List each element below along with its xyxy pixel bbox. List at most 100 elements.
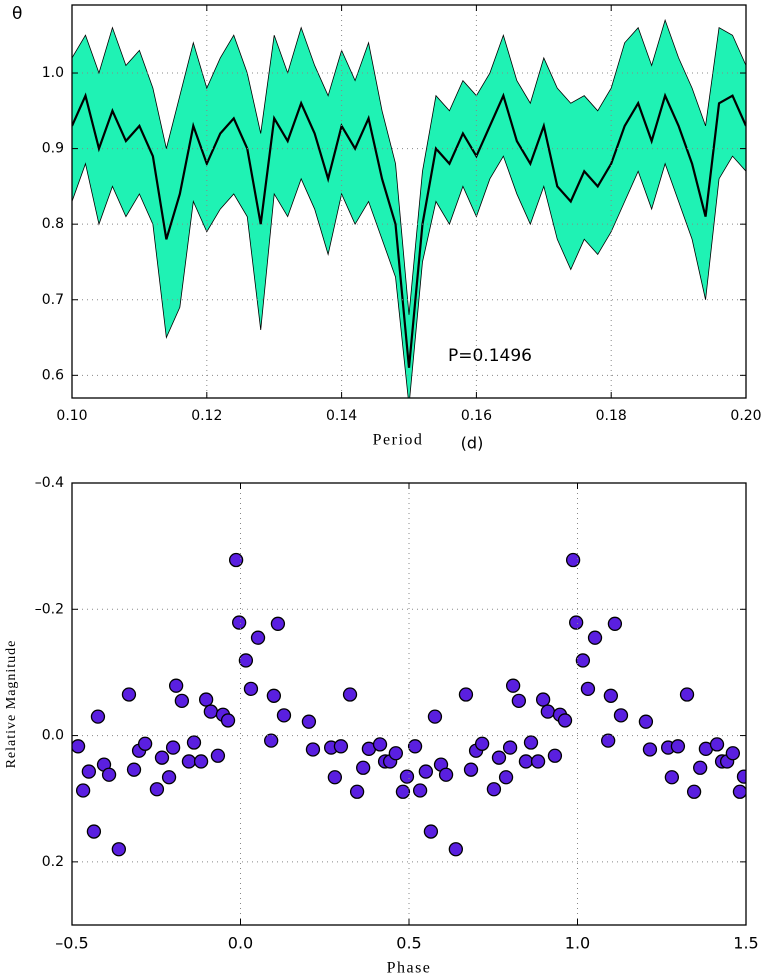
x-tick-label: 0.12 bbox=[191, 408, 222, 424]
point bbox=[423, 824, 439, 839]
point bbox=[232, 615, 247, 630]
point bbox=[372, 737, 388, 752]
point bbox=[174, 693, 190, 708]
point bbox=[547, 748, 563, 763]
point bbox=[412, 783, 428, 798]
x-tick-label: 0.16 bbox=[461, 408, 492, 424]
point bbox=[642, 742, 658, 757]
band bbox=[72, 18, 746, 398]
point bbox=[186, 735, 202, 750]
point bbox=[101, 767, 117, 782]
point bbox=[540, 704, 555, 719]
point bbox=[243, 681, 259, 696]
y-tick-label: –0.2 bbox=[35, 601, 64, 617]
x-tick-label: –0.5 bbox=[55, 934, 88, 953]
point bbox=[732, 784, 746, 799]
point bbox=[511, 693, 527, 708]
point bbox=[137, 736, 153, 751]
point bbox=[126, 762, 142, 777]
point bbox=[149, 782, 165, 797]
y-tick-label: 0.8 bbox=[42, 216, 64, 232]
point bbox=[333, 739, 349, 754]
point bbox=[491, 750, 507, 765]
point bbox=[181, 754, 197, 769]
plot-area bbox=[72, 552, 746, 857]
point bbox=[569, 615, 584, 630]
point bbox=[693, 760, 708, 775]
point bbox=[264, 733, 279, 748]
point bbox=[523, 735, 539, 750]
point bbox=[305, 742, 321, 757]
x-axis-label: Period bbox=[373, 432, 424, 449]
point bbox=[342, 687, 358, 702]
point bbox=[709, 737, 725, 752]
point bbox=[638, 714, 654, 729]
point bbox=[679, 687, 695, 702]
point bbox=[603, 688, 619, 703]
plot-frame bbox=[71, 482, 747, 926]
point bbox=[220, 713, 236, 728]
x-tick-label: 0.10 bbox=[56, 408, 87, 424]
point bbox=[686, 784, 702, 799]
point bbox=[458, 687, 474, 702]
point bbox=[161, 770, 177, 785]
y-tick-label: 0.7 bbox=[42, 292, 64, 308]
point bbox=[210, 748, 226, 763]
point bbox=[399, 769, 415, 784]
x-tick-label: 0.5 bbox=[396, 934, 421, 953]
y-tick-label: 0.9 bbox=[42, 141, 64, 157]
point bbox=[601, 733, 616, 748]
x-tick-label: 1.0 bbox=[565, 934, 590, 953]
point bbox=[565, 552, 581, 568]
y-axis-label: Relative Magnitude bbox=[4, 640, 19, 769]
point bbox=[664, 770, 680, 785]
point bbox=[165, 740, 181, 755]
point bbox=[266, 688, 282, 703]
point bbox=[388, 746, 404, 761]
plot-frame bbox=[71, 4, 747, 399]
x-tick-label: 0.14 bbox=[326, 408, 357, 424]
point bbox=[613, 708, 629, 723]
point bbox=[407, 739, 423, 754]
x-tick-label: 0.18 bbox=[596, 408, 627, 424]
y-tick-label: 0.0 bbox=[42, 728, 64, 744]
point bbox=[498, 770, 514, 785]
point bbox=[518, 754, 534, 769]
y-tick-label: 0.2 bbox=[42, 854, 64, 870]
point bbox=[154, 750, 170, 765]
point bbox=[327, 770, 343, 785]
point bbox=[86, 824, 102, 839]
x-tick-label: 0.20 bbox=[730, 408, 761, 424]
point bbox=[502, 740, 518, 755]
point bbox=[72, 739, 86, 754]
point bbox=[530, 754, 546, 769]
point bbox=[427, 709, 443, 724]
y-tick-label: 1.0 bbox=[42, 65, 64, 81]
point bbox=[395, 784, 411, 799]
point bbox=[90, 709, 106, 724]
point bbox=[203, 704, 218, 719]
x-axis-unit: (d) bbox=[461, 434, 484, 453]
y-tick-label: 0.6 bbox=[42, 367, 64, 383]
point bbox=[121, 687, 137, 702]
point bbox=[557, 713, 573, 728]
x-tick-label: 0.0 bbox=[228, 934, 253, 953]
point bbox=[228, 552, 244, 568]
point bbox=[474, 736, 490, 751]
point bbox=[111, 842, 126, 857]
point bbox=[463, 762, 479, 777]
point bbox=[535, 692, 551, 707]
point bbox=[250, 630, 266, 645]
point bbox=[168, 678, 184, 693]
point bbox=[270, 616, 286, 631]
point bbox=[193, 754, 209, 769]
point bbox=[301, 714, 317, 729]
point bbox=[587, 630, 603, 645]
y-axis-label: θ bbox=[12, 4, 22, 24]
point bbox=[575, 653, 591, 668]
y-tick-label: –0.4 bbox=[35, 475, 64, 491]
point bbox=[486, 782, 502, 797]
x-tick-label: 1.5 bbox=[733, 934, 758, 953]
point bbox=[81, 764, 96, 779]
